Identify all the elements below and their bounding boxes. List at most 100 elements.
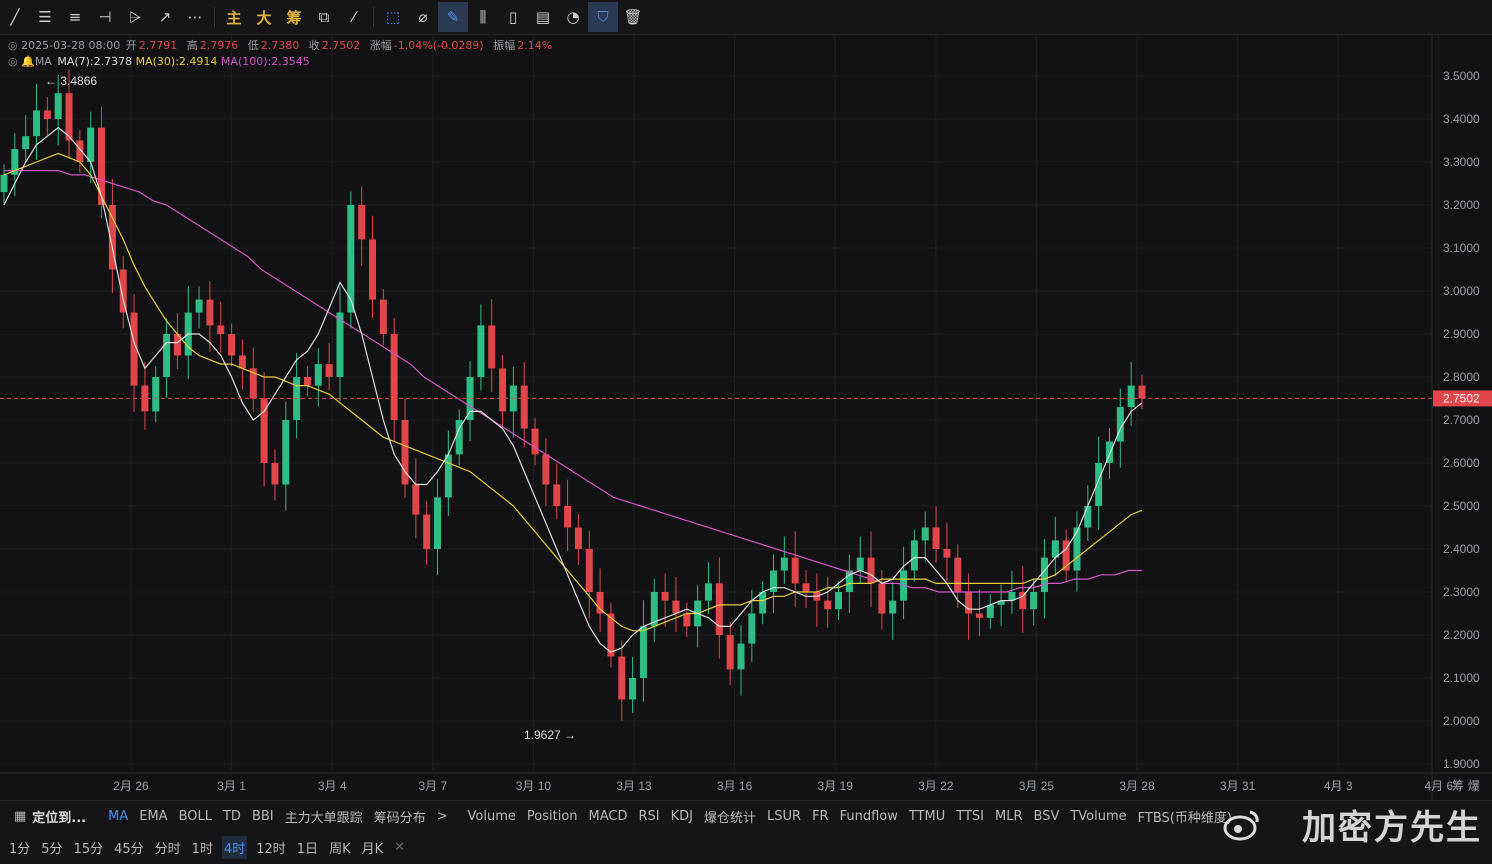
tf-12h[interactable]: 12时	[256, 841, 286, 857]
indicator-row: ▦ 定位到... MA EMA BOLL TD BBI 主力大单跟踪 筹码分布 …	[0, 801, 1243, 831]
indicator-ttsi[interactable]: TTSI	[956, 808, 984, 824]
price-chart[interactable]: 3.5000 3.4000 3.3000 3.2000 3.1000 3.0000 2.90…	[0, 34, 1492, 800]
indicator-boll[interactable]: BOLL	[178, 808, 212, 824]
indicator-main-force[interactable]: 主力大单跟踪	[284, 810, 363, 826]
more-indicators-icon[interactable]: >	[436, 808, 448, 824]
ma7-line	[3, 126, 1143, 653]
indicator-td[interactable]: TD	[222, 808, 241, 824]
indicator-tvolume[interactable]: TVolume	[1070, 808, 1127, 824]
indicator-ftbs[interactable]: FTBS(币种维度)	[1137, 810, 1232, 826]
x-tick-label: 3月 28	[1119, 779, 1155, 793]
big-order-button[interactable]: 大	[256, 8, 272, 27]
candle-body	[368, 239, 376, 300]
candle-body	[607, 613, 615, 657]
main-force-button[interactable]: 主	[226, 8, 242, 27]
tf-4h[interactable]: 4时	[221, 835, 248, 859]
filter-icon[interactable]: ⛉	[588, 2, 618, 32]
indicator-kdj[interactable]: KDJ	[670, 808, 693, 824]
indicator-lsur[interactable]: LSUR	[767, 808, 802, 824]
x-tick-label: 3月 4	[318, 779, 347, 793]
pattern-tool-icon[interactable]: ⩥	[128, 8, 141, 26]
indicator-liquidation[interactable]: 爆仓统计	[704, 810, 757, 826]
indicator-chips[interactable]: 筹码分布	[373, 810, 426, 826]
candle-body	[921, 527, 929, 541]
hline-tool-icon[interactable]: ☰	[38, 8, 52, 26]
candle-body	[1095, 463, 1103, 506]
tf-1h[interactable]: 1时	[191, 841, 213, 857]
low-marker-label: 1.9627 →	[524, 728, 576, 742]
trash-icon[interactable]: 🗑	[623, 8, 643, 26]
candle-body	[130, 312, 138, 386]
indicator-position[interactable]: Position	[526, 808, 578, 824]
candle-body	[54, 93, 62, 119]
close-icon[interactable]: ✕	[394, 839, 406, 855]
tf-timeshare[interactable]: 分时	[154, 841, 181, 857]
change-label: 涨幅	[369, 39, 392, 52]
y-tick-label: 2.8000	[1443, 370, 1480, 384]
candle-body	[379, 299, 387, 334]
bell-icon[interactable]: 🔔	[21, 55, 35, 68]
eye-icon[interactable]: ◎	[8, 55, 18, 68]
indicator-macd[interactable]: MACD	[588, 808, 628, 824]
candle-body	[152, 377, 160, 412]
ruler-icon[interactable]: ⌀	[418, 8, 428, 26]
tf-5m[interactable]: 5分	[41, 841, 63, 857]
tf-week[interactable]: 周K	[329, 841, 351, 857]
note-icon[interactable]: ▤	[535, 8, 551, 26]
candle-body	[1127, 385, 1135, 408]
x-tick-label: 3月 10	[516, 779, 552, 793]
candle-body	[965, 592, 973, 614]
indicator-ema[interactable]: EMA	[139, 808, 168, 824]
channel-tool-icon[interactable]: ≡	[68, 8, 82, 26]
candle-body	[986, 604, 994, 618]
ma100-value: MA(100):2.3545	[220, 55, 310, 68]
ma-label[interactable]: MA	[34, 55, 52, 68]
candle-body	[737, 643, 745, 670]
y-tick-label: 1.9000	[1443, 757, 1480, 771]
indicator-mlr[interactable]: MLR	[995, 808, 1023, 824]
locate-button[interactable]: 定位到...	[32, 810, 87, 826]
indicator-fr[interactable]: FR	[812, 808, 829, 824]
indicator-bsv[interactable]: BSV	[1033, 808, 1060, 824]
candle-body	[1019, 592, 1027, 610]
tf-15m[interactable]: 15分	[73, 841, 104, 857]
indicator-bbi[interactable]: BBI	[251, 808, 274, 824]
draw-mode-icon[interactable]: ✎	[438, 2, 468, 32]
axis-corner-icon: 筹 爆	[1452, 779, 1480, 793]
indicator-ma[interactable]: MA	[108, 808, 129, 824]
tf-1d[interactable]: 1日	[296, 841, 319, 857]
candle-body	[856, 557, 864, 571]
amplitude-label: 振幅	[493, 39, 516, 52]
x-tick-label: 3月 19	[818, 779, 854, 793]
arrow-tool-icon[interactable]: ↗	[158, 8, 172, 26]
eye-icon[interactable]: ◎	[8, 39, 18, 52]
indicator-fundflow[interactable]: Fundflow	[839, 808, 898, 824]
calendar-icon[interactable]: ▦	[14, 808, 27, 824]
y-tick-label: 3.5000	[1443, 69, 1480, 83]
compare-icon[interactable]: ⧉	[318, 8, 330, 26]
candle-body	[1138, 385, 1146, 399]
hide-drawings-icon[interactable]: ⁄	[352, 8, 356, 26]
candle-body	[206, 299, 214, 326]
more-tools-icon[interactable]: ⋯	[187, 8, 203, 26]
candle-body	[141, 385, 149, 412]
tf-45m[interactable]: 45分	[114, 841, 144, 857]
tf-month[interactable]: 月K	[361, 841, 384, 857]
select-icon[interactable]: ⬚	[385, 8, 401, 26]
lock-icon[interactable]: ▯	[508, 8, 518, 26]
candle-style-icon[interactable]: ⫼	[479, 8, 487, 26]
tf-1m[interactable]: 1分	[9, 841, 31, 857]
candle-body	[520, 385, 528, 429]
line-tool-icon[interactable]: ╱	[10, 8, 20, 26]
indicator-volume[interactable]: Volume	[467, 808, 516, 824]
candle-body	[401, 420, 409, 485]
indicator-ttmu[interactable]: TTMU	[908, 808, 946, 824]
candle-body	[650, 592, 658, 627]
ray-tool-icon[interactable]: ⊣	[98, 8, 112, 26]
indicator-rsi[interactable]: RSI	[638, 808, 660, 824]
candle-body	[759, 592, 767, 614]
watermark-text: 加密方先生	[1302, 808, 1482, 848]
chips-button[interactable]: 筹	[286, 8, 302, 27]
candle-body	[217, 325, 225, 334]
magnet-icon[interactable]: ◔	[566, 8, 580, 26]
